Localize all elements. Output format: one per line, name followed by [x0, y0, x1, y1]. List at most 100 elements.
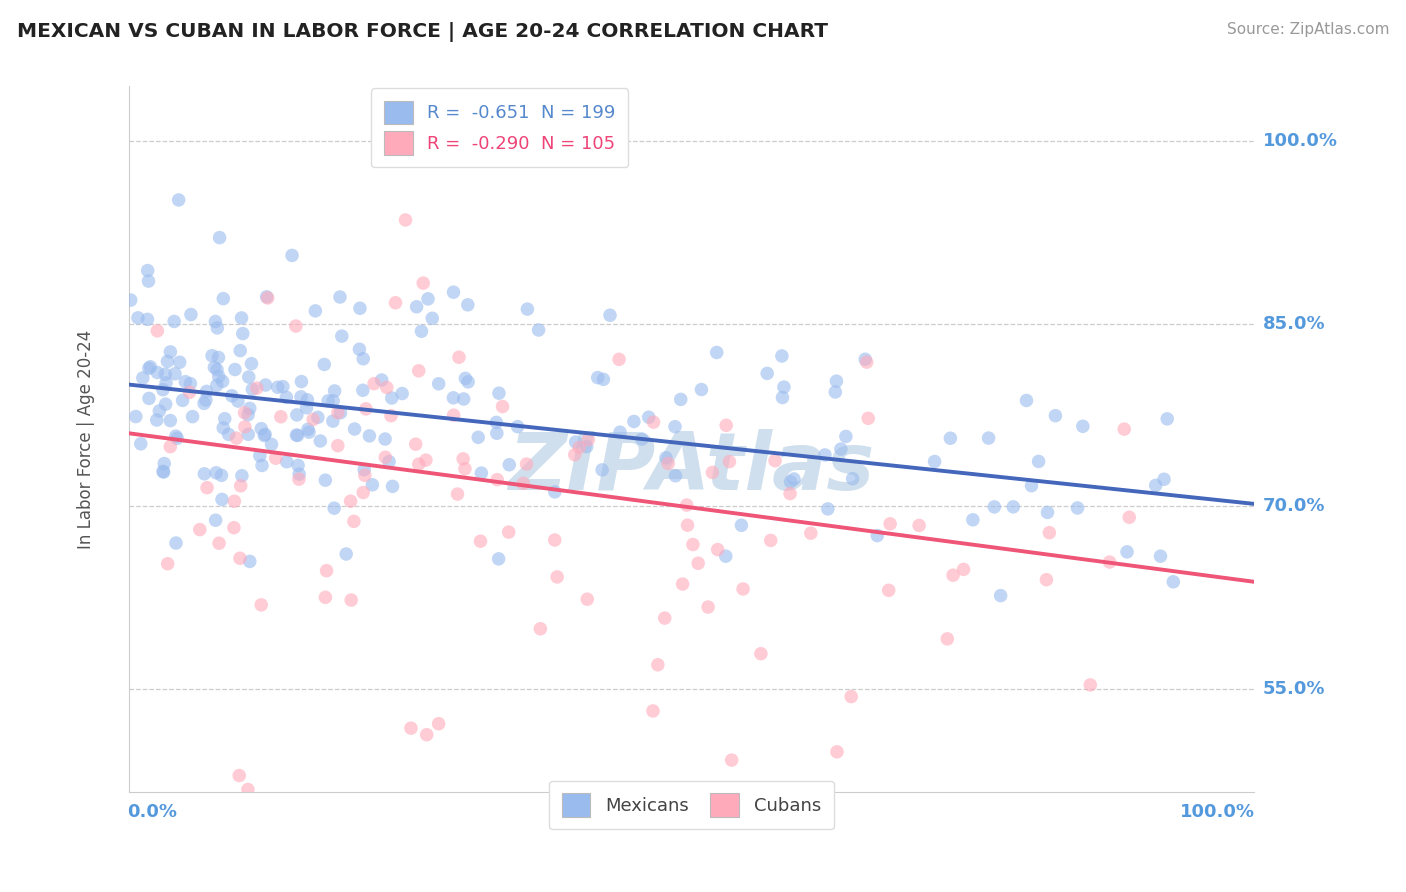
- Point: [977, 431, 1000, 445]
- Point: [343, 422, 366, 436]
- Point: [349, 343, 371, 357]
- Point: [866, 528, 889, 542]
- Point: [491, 400, 513, 414]
- Point: [488, 386, 510, 401]
- Point: [260, 437, 283, 451]
- Point: [136, 312, 159, 326]
- Point: [939, 431, 962, 445]
- Point: [361, 477, 384, 491]
- Point: [637, 410, 659, 425]
- Point: [983, 500, 1005, 514]
- Point: [225, 431, 247, 445]
- Point: [443, 285, 465, 300]
- Point: [281, 248, 304, 262]
- Point: [470, 466, 492, 480]
- Point: [772, 391, 794, 405]
- Point: [330, 329, 353, 343]
- Point: [167, 193, 190, 207]
- Point: [690, 383, 713, 397]
- Point: [702, 466, 724, 480]
- Point: [394, 213, 416, 227]
- Point: [359, 429, 381, 443]
- Text: 70.0%: 70.0%: [1263, 497, 1326, 516]
- Point: [127, 310, 149, 325]
- Point: [205, 378, 228, 392]
- Point: [211, 375, 233, 389]
- Point: [544, 533, 567, 547]
- Point: [1045, 409, 1067, 423]
- Point: [1098, 555, 1121, 569]
- Point: [763, 453, 786, 467]
- Point: [125, 409, 148, 424]
- Point: [1114, 422, 1136, 436]
- Point: [238, 427, 260, 442]
- Point: [714, 549, 737, 564]
- Point: [1066, 500, 1088, 515]
- Point: [159, 440, 181, 454]
- Point: [817, 502, 839, 516]
- Point: [529, 622, 551, 636]
- Point: [381, 479, 404, 493]
- Point: [835, 429, 858, 443]
- Point: [246, 381, 269, 395]
- Point: [256, 290, 278, 304]
- Point: [783, 472, 806, 486]
- Point: [427, 376, 450, 391]
- Point: [211, 468, 233, 483]
- Point: [576, 592, 599, 607]
- Point: [314, 358, 336, 372]
- Point: [201, 349, 224, 363]
- Point: [354, 401, 377, 416]
- Point: [391, 386, 413, 401]
- Point: [207, 321, 229, 335]
- Point: [825, 374, 848, 388]
- Point: [335, 547, 357, 561]
- Point: [1149, 549, 1171, 564]
- Point: [329, 290, 352, 304]
- Point: [457, 375, 479, 389]
- Point: [415, 453, 437, 467]
- Point: [877, 583, 900, 598]
- Point: [288, 472, 311, 486]
- Point: [163, 314, 186, 328]
- Point: [195, 481, 218, 495]
- Point: [942, 568, 965, 582]
- Text: 85.0%: 85.0%: [1263, 315, 1326, 333]
- Point: [353, 462, 375, 476]
- Point: [655, 450, 678, 465]
- Point: [470, 534, 492, 549]
- Point: [250, 422, 273, 436]
- Point: [264, 451, 287, 466]
- Point: [290, 390, 312, 404]
- Point: [405, 437, 427, 451]
- Point: [1161, 574, 1184, 589]
- Point: [733, 582, 755, 596]
- Point: [427, 716, 450, 731]
- Point: [326, 439, 349, 453]
- Point: [1036, 505, 1059, 519]
- Point: [609, 425, 631, 440]
- Point: [195, 384, 218, 399]
- Point: [208, 536, 231, 550]
- Point: [546, 570, 568, 584]
- Point: [1118, 510, 1140, 524]
- Point: [512, 476, 534, 491]
- Point: [232, 326, 254, 341]
- Point: [800, 526, 823, 541]
- Point: [165, 536, 187, 550]
- Point: [676, 518, 699, 533]
- Point: [242, 382, 264, 396]
- Point: [380, 409, 402, 423]
- Point: [1156, 412, 1178, 426]
- Point: [165, 429, 187, 443]
- Point: [226, 394, 249, 409]
- Point: [641, 704, 664, 718]
- Point: [155, 368, 177, 382]
- Point: [1021, 478, 1043, 492]
- Point: [756, 367, 779, 381]
- Point: [682, 537, 704, 551]
- Point: [152, 383, 174, 397]
- Point: [302, 412, 325, 426]
- Point: [256, 291, 278, 305]
- Point: [194, 392, 217, 407]
